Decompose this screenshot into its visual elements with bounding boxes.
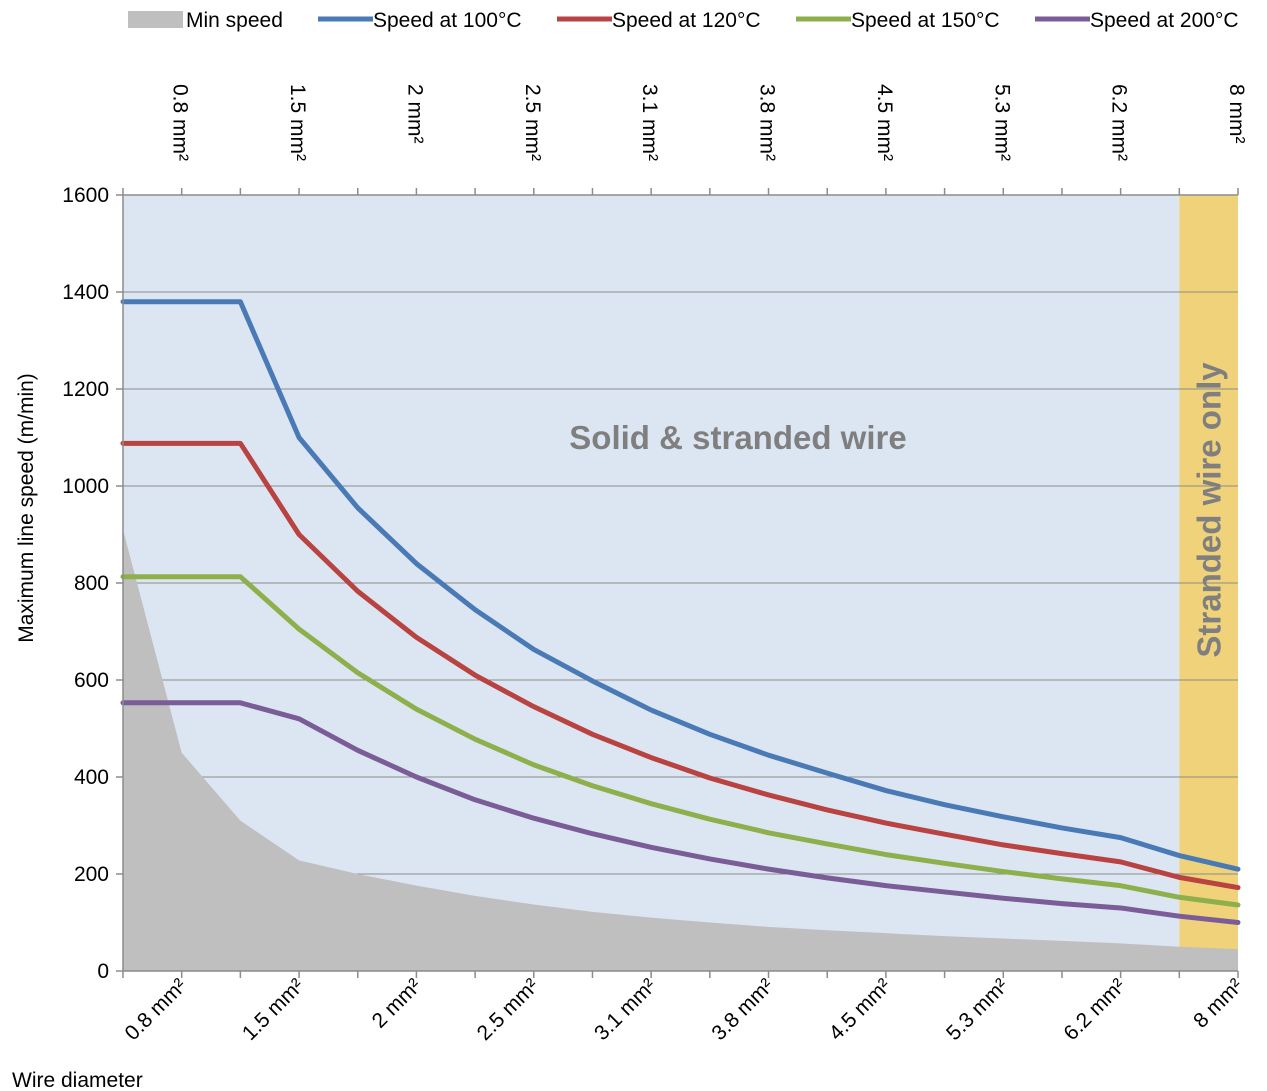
x-tick-label-bottom: 3.1 mm² <box>590 974 661 1045</box>
x-tick-label-top: 2 mm² <box>403 84 426 144</box>
x-tick-label-top: 0.8 mm² <box>169 84 192 161</box>
axes <box>116 188 1239 978</box>
legend-label: Min speed <box>186 9 283 32</box>
x-tick-label-bottom: 6.2 mm² <box>1059 974 1130 1045</box>
y-tick-label: 400 <box>74 766 109 789</box>
legend-item-min-speed: Min speed <box>128 9 283 32</box>
region-labels: Solid & stranded wire Stranded wire only <box>569 362 1227 658</box>
x-tick-label-bottom: 0.8 mm² <box>120 974 191 1045</box>
x-tick-label-bottom: 1.5 mm² <box>238 974 309 1045</box>
region-label-solid-stranded: Solid & stranded wire <box>569 419 906 456</box>
x-tick-label-top: 8 mm² <box>1225 84 1248 144</box>
x-tick-label-bottom: 2 mm² <box>368 974 426 1032</box>
y-tick-label: 0 <box>97 960 109 983</box>
legend: Min speed Speed at 100°C Speed at 120°C Spe… <box>128 9 1239 32</box>
legend-item-speed-at-120-c: Speed at 120°C <box>557 9 761 32</box>
y-tick-label: 200 <box>74 863 109 886</box>
legend-swatch-area <box>128 11 183 28</box>
y-tick-labels: 0 200 400 600 800 1000 1200 1400 1600 <box>62 184 109 983</box>
x-tick-label-bottom: 5.3 mm² <box>942 974 1013 1045</box>
x-tick-label-bottom: 2.5 mm² <box>473 974 544 1045</box>
x-tick-label-top: 2.5 mm² <box>521 84 544 161</box>
legend-item-speed-at-150-c: Speed at 150°C <box>796 9 1000 32</box>
series-line-speed-at-120-c <box>120 440 1241 891</box>
x-tick-label-bottom: 8 mm² <box>1189 974 1247 1032</box>
y-tick-label: 1000 <box>62 475 109 498</box>
legend-label: Speed at 100°C <box>373 9 522 32</box>
x-tick-label-bottom: 3.8 mm² <box>707 974 778 1045</box>
x-tick-label-bottom: 4.5 mm² <box>825 974 896 1045</box>
x-tick-label-top: 6.2 mm² <box>1108 84 1131 161</box>
x-tick-label-top: 3.1 mm² <box>638 84 661 161</box>
series-area-min-speed <box>123 529 1238 971</box>
min-speed-area-layer <box>123 529 1238 971</box>
legend-label: Speed at 200°C <box>1090 9 1239 32</box>
series-line-speed-at-200-c <box>120 700 1241 925</box>
x-tick-label-top: 4.5 mm² <box>873 84 896 161</box>
x-tick-label-top: 1.5 mm² <box>286 84 309 161</box>
legend-item-speed-at-200-c: Speed at 200°C <box>1035 9 1239 32</box>
region-label-stranded-only: Stranded wire only <box>1191 362 1228 658</box>
legend-item-speed-at-100-c: Speed at 100°C <box>318 9 522 32</box>
x-axis-title: Wire diameter <box>12 1069 143 1091</box>
x-tick-labels-top: 0.8 mm² 1.5 mm² 2 mm² 2.5 mm² 3.1 mm² 3.8 mm²… <box>169 84 1248 161</box>
legend-label: Speed at 120°C <box>612 9 761 32</box>
y-tick-label: 800 <box>74 572 109 595</box>
y-tick-label: 600 <box>74 669 109 692</box>
y-axis-title: Maximum line speed (m/min) <box>15 373 38 643</box>
x-tick-labels-bottom: 0.8 mm² 1.5 mm² 2 mm² 2.5 mm² 3.1 mm² 3.8 mm²… <box>120 974 1247 1045</box>
y-tick-label: 1400 <box>62 281 109 304</box>
series-line-speed-at-100-c <box>120 299 1241 872</box>
y-tick-label: 1200 <box>62 378 109 401</box>
series-line-speed-at-150-c <box>120 574 1241 908</box>
y-tick-label: 1600 <box>62 184 109 207</box>
x-tick-label-top: 5.3 mm² <box>990 84 1013 161</box>
series-lines <box>120 299 1241 925</box>
x-tick-label-top: 3.8 mm² <box>756 84 779 161</box>
legend-label: Speed at 150°C <box>851 9 1000 32</box>
